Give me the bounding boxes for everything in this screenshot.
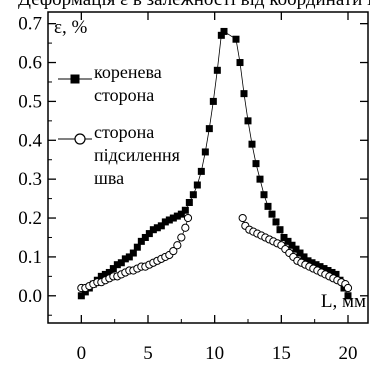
data-point xyxy=(101,270,109,278)
data-point xyxy=(157,222,165,230)
data-point xyxy=(205,125,213,133)
data-point xyxy=(213,66,221,74)
data-point xyxy=(268,210,276,218)
data-point xyxy=(209,97,217,105)
data-point xyxy=(201,148,209,156)
y-tick-label: 0.0 xyxy=(18,286,42,307)
data-point xyxy=(296,249,304,257)
data-point xyxy=(324,267,332,275)
data-point xyxy=(177,233,186,242)
y-tick-label: 0.7 xyxy=(18,14,42,35)
legend-marker-reinforcement xyxy=(74,133,86,145)
data-point xyxy=(169,214,177,222)
data-point xyxy=(312,261,320,269)
data-point xyxy=(177,210,185,218)
data-point xyxy=(183,213,193,223)
data-point xyxy=(276,226,284,234)
data-point xyxy=(280,233,288,241)
data-point xyxy=(284,237,292,245)
data-point xyxy=(217,31,225,39)
data-point xyxy=(238,213,247,223)
data-point xyxy=(173,212,181,220)
y-tick-label: 0.3 xyxy=(18,169,42,190)
x-tick-label: 15 xyxy=(272,343,291,364)
data-point xyxy=(153,224,161,232)
plot-frame xyxy=(47,11,369,324)
x-tick-label: 20 xyxy=(339,343,358,364)
x-tick-labels: 0 5 10 15 20 xyxy=(77,343,358,364)
data-point xyxy=(181,206,189,214)
data-point xyxy=(129,249,137,257)
y-tick-label: 0.1 xyxy=(18,247,42,268)
data-point xyxy=(236,59,244,67)
data-point xyxy=(181,223,190,232)
data-point xyxy=(189,191,197,199)
data-point xyxy=(173,241,182,250)
y-tick-labels: 0.0 0.1 0.2 0.3 0.4 0.5 0.6 0.7 xyxy=(18,14,42,307)
data-point xyxy=(77,292,85,300)
data-point xyxy=(141,233,149,241)
data-point xyxy=(121,255,129,263)
data-point xyxy=(165,216,173,224)
data-point xyxy=(240,90,248,98)
data-point xyxy=(197,167,205,175)
series-reinforcement-side xyxy=(77,213,353,293)
data-point xyxy=(193,181,201,189)
legend-label-root-line2: сторона xyxy=(94,85,154,105)
y-tick-label: 0.5 xyxy=(18,91,42,112)
data-point xyxy=(300,253,308,261)
data-point xyxy=(117,259,125,267)
data-point xyxy=(252,160,260,168)
data-point xyxy=(169,246,178,256)
x-tick-label: 10 xyxy=(205,343,224,364)
data-point xyxy=(105,268,113,276)
data-point xyxy=(133,243,141,251)
y-tick-label: 0.6 xyxy=(18,53,42,74)
data-point xyxy=(109,265,117,273)
data-point xyxy=(232,35,240,43)
data-series xyxy=(77,27,353,300)
y-tick-label: 0.2 xyxy=(18,208,42,229)
data-point xyxy=(244,117,252,125)
data-point xyxy=(292,245,300,253)
data-point xyxy=(256,175,264,183)
data-point xyxy=(288,241,296,249)
data-point xyxy=(145,230,153,238)
data-point xyxy=(320,265,328,273)
data-point xyxy=(260,191,268,199)
data-point xyxy=(316,263,324,271)
legend-marker-root xyxy=(70,74,80,84)
data-point xyxy=(113,261,121,269)
data-point xyxy=(308,259,316,267)
legend-label-reinforcement-line2: підсилення xyxy=(94,145,180,165)
legend-label-reinforcement-line3: шва xyxy=(94,168,124,188)
data-point xyxy=(328,268,336,276)
data-point xyxy=(332,270,340,278)
data-point xyxy=(125,253,133,261)
data-point xyxy=(97,272,105,280)
data-point xyxy=(149,226,157,234)
y-tick-label: 0.4 xyxy=(18,130,42,151)
data-point xyxy=(185,198,193,206)
x-tick-label: 0 xyxy=(77,343,87,364)
data-point xyxy=(137,237,145,245)
y-axis-label: ε, % xyxy=(54,17,87,38)
data-point xyxy=(272,218,280,226)
top-caption: Деформація ε в залежності від координати… xyxy=(18,0,370,10)
data-point xyxy=(343,283,353,293)
data-point xyxy=(248,140,256,148)
legend-label-root-line1: коренева xyxy=(94,62,162,82)
data-point xyxy=(161,218,169,226)
data-point xyxy=(264,202,272,210)
data-point xyxy=(304,257,312,265)
data-point xyxy=(220,27,228,35)
x-axis-label: L, мм xyxy=(321,291,366,312)
x-tick-label: 5 xyxy=(143,343,153,364)
legend-label-reinforcement-line1: сторона xyxy=(94,122,154,142)
data-point xyxy=(344,292,352,300)
legend: коренева сторона сторона підсилення шва xyxy=(58,62,180,188)
